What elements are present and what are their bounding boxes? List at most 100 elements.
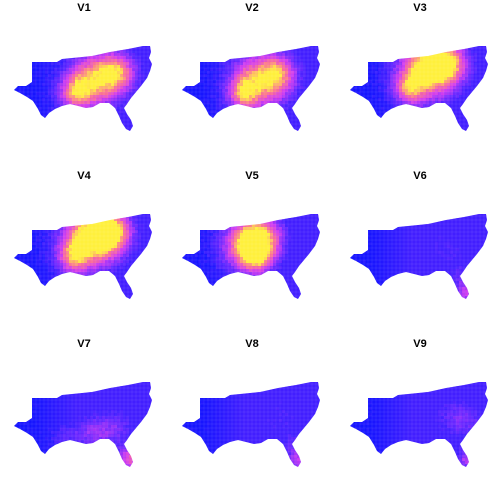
map-cell	[252, 95, 256, 99]
map-cell	[33, 221, 37, 225]
map-cell	[384, 47, 388, 51]
map-cell	[429, 56, 433, 60]
map-cell	[60, 89, 64, 93]
map-cell	[423, 68, 427, 72]
map-cell	[285, 89, 289, 93]
map-cell	[366, 80, 370, 84]
map-cell	[369, 107, 373, 111]
map-cell	[378, 110, 382, 114]
map-cell	[312, 77, 316, 81]
map-cell	[417, 59, 421, 63]
map-cell	[108, 89, 112, 93]
map-cell	[252, 46, 256, 48]
map-cell	[363, 50, 367, 54]
map-cell	[375, 86, 379, 90]
map-cell	[309, 98, 313, 102]
map-cell	[300, 125, 304, 129]
map-cell	[291, 65, 295, 69]
map-cell	[195, 56, 199, 60]
map-cell	[54, 53, 58, 57]
map-cell	[369, 59, 373, 63]
map-cell	[258, 46, 262, 48]
map-cell	[387, 101, 391, 105]
map-cell	[261, 89, 265, 93]
map-cell	[129, 215, 133, 219]
map-cell	[18, 214, 22, 216]
map-cell	[48, 50, 52, 54]
map-cell	[378, 86, 382, 90]
map-cell	[393, 50, 397, 54]
map-cell	[213, 119, 217, 123]
map-cell	[459, 74, 463, 78]
map-cell	[393, 113, 397, 117]
map-cell	[228, 119, 232, 123]
map-cell	[372, 119, 376, 123]
map-cell	[213, 110, 217, 114]
map-cell	[420, 110, 424, 114]
map-cell	[60, 221, 64, 225]
map-cell	[267, 71, 271, 75]
map-cell	[414, 59, 418, 63]
map-cell	[30, 59, 34, 63]
map-cell	[78, 131, 81, 134]
map-cell	[222, 53, 226, 57]
map-cell	[321, 122, 324, 125]
map-cell	[147, 239, 151, 243]
map-cell	[204, 89, 208, 93]
map-cell	[96, 107, 100, 111]
map-cell	[474, 89, 478, 93]
map-cell	[306, 101, 310, 105]
map-cell	[417, 56, 421, 60]
map-cell	[246, 86, 250, 90]
map-cell	[414, 83, 418, 87]
map-cell	[66, 233, 70, 237]
map-cell	[354, 122, 358, 126]
map-cell	[486, 77, 488, 81]
map-cell	[186, 62, 190, 66]
map-cell	[141, 230, 145, 234]
map-cell	[114, 53, 118, 57]
map-cell	[489, 119, 492, 122]
map-cell	[129, 89, 133, 93]
map-cell	[15, 227, 19, 231]
map-cell	[240, 46, 244, 48]
map-cell	[63, 101, 67, 105]
map-cell	[459, 56, 463, 60]
map-cell	[402, 71, 406, 75]
map-cell	[420, 107, 424, 111]
map-cell	[111, 83, 115, 87]
map-cell	[360, 46, 364, 48]
map-cell	[273, 116, 277, 120]
map-cell	[84, 101, 88, 105]
map-cell	[150, 218, 152, 222]
map-cell	[63, 71, 67, 75]
map-cell	[279, 71, 283, 75]
map-cell	[120, 47, 124, 51]
map-cell	[27, 46, 31, 48]
map-cell	[288, 86, 292, 90]
map-cell	[381, 119, 385, 123]
map-cell	[57, 50, 61, 54]
map-cell	[390, 83, 394, 87]
map-cell	[438, 98, 442, 102]
map-cell	[294, 47, 298, 51]
map-cell	[258, 77, 262, 81]
map-cell	[357, 95, 361, 99]
map-cell	[381, 125, 385, 129]
map-cell	[291, 56, 295, 60]
map-cell	[182, 62, 184, 66]
map-cell	[126, 77, 130, 81]
map-cell	[36, 131, 39, 134]
map-cell	[84, 224, 88, 228]
map-cell	[96, 224, 100, 228]
map-cell	[468, 86, 472, 90]
map-cell	[78, 110, 82, 114]
map-cell	[123, 116, 127, 120]
map-cell	[441, 68, 445, 72]
map-cell	[57, 230, 61, 234]
map-cell	[45, 122, 49, 126]
map-cell	[54, 221, 58, 225]
map-cell	[18, 110, 22, 114]
map-cell	[357, 59, 361, 63]
map-cell	[78, 214, 82, 216]
